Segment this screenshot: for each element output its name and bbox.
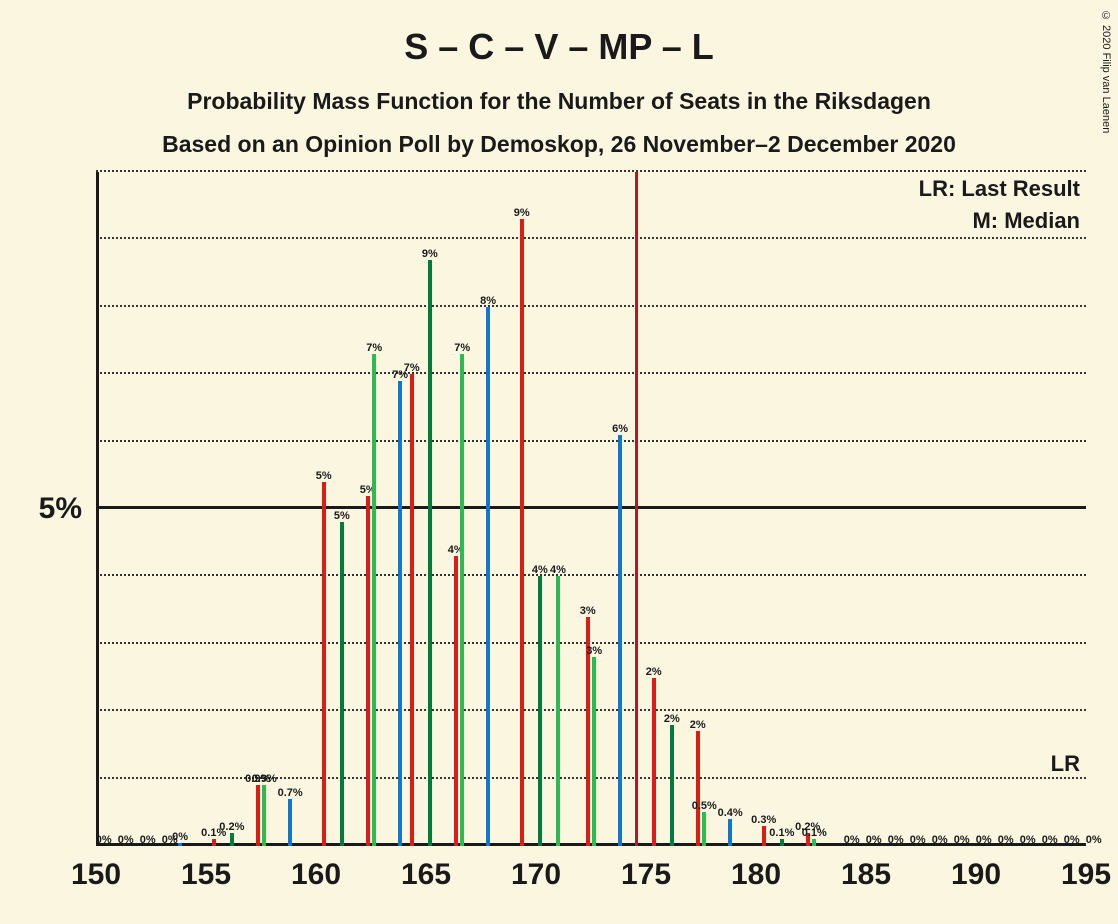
y-axis <box>96 172 99 846</box>
bar-value-label: 9% <box>514 207 530 219</box>
pmf-bar-chart: 5%1501551601651701751801851901950%0%0%0%… <box>96 172 1086 846</box>
bar-value-label: 0% <box>1064 834 1080 846</box>
x-tick-label: 175 <box>621 846 671 892</box>
bar: 3% <box>592 657 596 846</box>
gridline <box>96 642 1086 644</box>
bar: 0.7% <box>288 799 292 846</box>
bar-value-label: 0% <box>932 834 948 846</box>
lr-axis-label: LR <box>1051 751 1080 777</box>
subtitle-1: Probability Mass Function for the Number… <box>0 68 1118 115</box>
x-tick-label: 165 <box>401 846 451 892</box>
gridline <box>96 506 1086 509</box>
bar: 7% <box>460 354 464 846</box>
bar: 0.5% <box>702 812 706 846</box>
x-tick-label: 160 <box>291 846 341 892</box>
bar: 2% <box>696 731 700 846</box>
gridline <box>96 305 1086 307</box>
gridline <box>96 170 1086 172</box>
bar-value-label: 0% <box>954 834 970 846</box>
bar: 0.1% <box>780 839 784 846</box>
bar: 9% <box>428 260 432 846</box>
bar-value-label: 0.5% <box>692 800 717 812</box>
bar: 5% <box>340 522 344 846</box>
bar-value-label: 2% <box>690 719 706 731</box>
bar: 7% <box>372 354 376 846</box>
x-tick-label: 170 <box>511 846 561 892</box>
copyright-text: © 2020 Filip van Laenen <box>1100 10 1112 133</box>
bar-value-label: 0% <box>118 834 134 846</box>
bar-value-label: 0% <box>1086 834 1102 846</box>
subtitle-2: Based on an Opinion Poll by Demoskop, 26… <box>0 115 1118 158</box>
bar-value-label: 0% <box>140 834 156 846</box>
bar-value-label: 9% <box>422 248 438 260</box>
bar: 4% <box>454 556 458 846</box>
bar-value-label: 7% <box>404 362 420 374</box>
bar: 0.1% <box>812 839 816 846</box>
bar-value-label: 0.1% <box>769 827 794 839</box>
bar-value-label: 2% <box>646 666 662 678</box>
legend-median: M: Median <box>972 208 1080 234</box>
bar: 8% <box>486 307 490 846</box>
bar: 2% <box>652 678 656 847</box>
bar: 5% <box>366 496 370 846</box>
x-tick-label: 190 <box>951 846 1001 892</box>
bar-value-label: 2% <box>664 713 680 725</box>
bar: 4% <box>556 576 560 846</box>
bar: 0.3% <box>762 826 766 846</box>
bar-value-label: 0% <box>172 831 188 843</box>
legend-last-result: LR: Last Result <box>919 176 1080 202</box>
bar: 0.1% <box>212 839 216 846</box>
gridline <box>96 372 1086 374</box>
bar-value-label: 0% <box>1020 834 1036 846</box>
gridline <box>96 440 1086 442</box>
gridline <box>96 574 1086 576</box>
bar-value-label: 0% <box>866 834 882 846</box>
x-tick-label: 150 <box>71 846 121 892</box>
bar: 2% <box>670 725 674 846</box>
x-tick-label: 195 <box>1061 846 1111 892</box>
bar: 0.9% <box>262 785 266 846</box>
bar: 6% <box>618 435 622 846</box>
bar-value-label: 5% <box>316 470 332 482</box>
bar-value-label: 0% <box>844 834 860 846</box>
bar-value-label: 7% <box>366 342 382 354</box>
last-result-line <box>635 172 638 846</box>
gridline <box>96 709 1086 711</box>
bar: 7% <box>410 374 414 846</box>
gridline <box>96 237 1086 239</box>
bar: 5% <box>322 482 326 846</box>
x-tick-label: 180 <box>731 846 781 892</box>
bar-value-label: 5% <box>334 510 350 522</box>
bar-value-label: 0% <box>96 834 112 846</box>
bar-value-label: 0.4% <box>718 807 743 819</box>
bar-value-label: 0.2% <box>219 821 244 833</box>
bar-value-label: 8% <box>480 295 496 307</box>
bar-value-label: 4% <box>532 564 548 576</box>
bar: 0.2% <box>230 833 234 846</box>
page-title: S – C – V – MP – L <box>0 0 1118 68</box>
bar: 9% <box>520 219 524 846</box>
bar: 4% <box>538 576 542 846</box>
bar-value-label: 3% <box>586 645 602 657</box>
bar-value-label: 0.7% <box>278 787 303 799</box>
bar-value-label: 6% <box>612 423 628 435</box>
bar-value-label: 0% <box>910 834 926 846</box>
y-tick-label: 5% <box>39 492 96 526</box>
bar-value-label: 4% <box>550 564 566 576</box>
x-tick-label: 185 <box>841 846 891 892</box>
bar: 0.9% <box>256 785 260 846</box>
bar-value-label: 0% <box>976 834 992 846</box>
bar-value-label: 0% <box>998 834 1014 846</box>
bar-value-label: 7% <box>454 342 470 354</box>
bar-value-label: 0.3% <box>751 814 776 826</box>
bar: 0% <box>178 843 182 846</box>
bar-value-label: 0.9% <box>252 773 277 785</box>
bar-value-label: 0% <box>1042 834 1058 846</box>
bar: 7% <box>398 381 402 846</box>
bar-value-label: 3% <box>580 605 596 617</box>
bar-value-label: 0.1% <box>802 827 827 839</box>
bar: 0.4% <box>728 819 732 846</box>
bar-value-label: 0% <box>888 834 904 846</box>
x-tick-label: 155 <box>181 846 231 892</box>
